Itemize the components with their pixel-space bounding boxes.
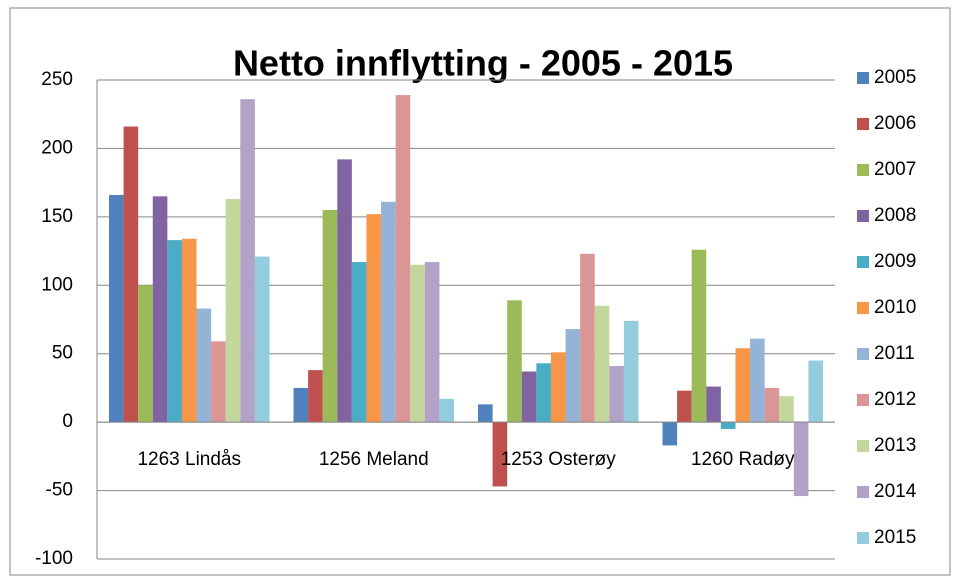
bar <box>662 422 678 446</box>
legend-label: 2014 <box>874 481 917 502</box>
bar <box>793 422 809 497</box>
legend-swatch <box>857 72 869 84</box>
chart-title: Netto innflytting - 2005 - 2015 <box>233 43 733 84</box>
bar <box>691 249 707 423</box>
x-tick-label: 1256 Meland <box>319 449 429 470</box>
y-tick-label: 250 <box>41 69 73 90</box>
legend-swatch <box>857 164 869 176</box>
bar <box>395 95 411 423</box>
legend-swatch <box>857 210 869 222</box>
bar <box>381 201 396 423</box>
bar <box>779 396 794 423</box>
legend-label: 2007 <box>874 159 916 180</box>
bar <box>424 262 440 423</box>
y-tick-label: 50 <box>52 343 73 364</box>
bar <box>536 363 551 423</box>
bar <box>492 422 508 487</box>
x-tick-label: 1253 Osterøy <box>501 449 617 470</box>
bar <box>293 387 309 423</box>
bar <box>152 196 168 423</box>
legend-swatch <box>857 532 869 544</box>
bar <box>196 308 212 423</box>
bar <box>550 352 566 423</box>
y-tick-label: 150 <box>41 206 73 227</box>
bar <box>337 159 352 423</box>
y-tick-label: 0 <box>62 411 73 432</box>
legend-swatch <box>857 348 869 360</box>
x-tick-label: 1263 Lindås <box>137 449 241 470</box>
bar <box>138 285 153 423</box>
legend-label: 2013 <box>874 435 916 456</box>
y-tick-label: 200 <box>41 137 73 158</box>
bar <box>677 390 692 423</box>
legend-label: 2008 <box>874 205 916 226</box>
bar <box>109 194 124 423</box>
legend-label: 2006 <box>874 113 916 134</box>
y-tick-label: 100 <box>41 274 73 295</box>
bar <box>322 210 338 423</box>
x-tick-label: 1260 Radøy <box>691 449 795 470</box>
legend-label: 2011 <box>874 343 915 364</box>
bar <box>410 264 425 423</box>
legend-label: 2009 <box>874 251 916 272</box>
legend-swatch <box>857 302 869 314</box>
legend-label: 2015 <box>874 527 916 548</box>
bar <box>240 99 255 423</box>
bar <box>211 341 226 423</box>
bar <box>706 386 721 423</box>
bar <box>623 320 639 423</box>
legend-swatch <box>857 118 869 130</box>
bar <box>123 126 139 423</box>
legend-swatch <box>857 256 869 268</box>
bar <box>720 422 736 429</box>
legend-label: 2005 <box>874 67 916 88</box>
legend-label: 2010 <box>874 297 916 318</box>
bar <box>565 329 581 423</box>
bar <box>735 348 751 423</box>
legend-swatch <box>857 440 869 452</box>
bar <box>521 371 537 423</box>
bar <box>351 262 367 423</box>
bar <box>225 199 241 423</box>
bar <box>366 214 382 423</box>
bar <box>594 305 610 423</box>
bar <box>308 370 323 423</box>
bar <box>439 398 454 423</box>
bar <box>167 240 182 423</box>
y-tick-label: -100 <box>35 548 73 569</box>
legend-label: 2012 <box>874 389 916 410</box>
bar <box>808 360 823 423</box>
y-tick-label: -50 <box>46 480 73 501</box>
legend-swatch <box>857 394 869 406</box>
bar <box>254 256 270 423</box>
bar <box>507 300 522 423</box>
bar <box>181 238 197 423</box>
legend-swatch <box>857 486 869 498</box>
bar <box>478 404 493 423</box>
bar <box>764 387 780 423</box>
bar <box>580 253 595 423</box>
bar <box>750 338 765 423</box>
bar <box>609 366 624 423</box>
